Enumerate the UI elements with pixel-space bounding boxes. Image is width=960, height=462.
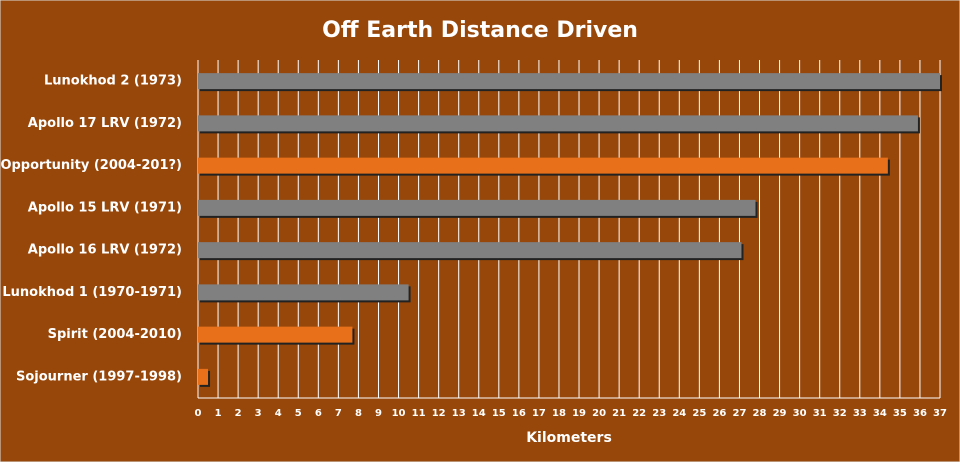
y-tick-label: Lunokhod 1 (1970-1971) <box>2 285 182 300</box>
y-tick-label: Apollo 16 LRV (1972) <box>28 243 182 258</box>
y-tick-label: Apollo 15 LRV (1971) <box>28 200 182 215</box>
bar <box>198 284 409 301</box>
x-tick-label: 8 <box>355 408 362 419</box>
x-tick-label: 19 <box>572 408 586 419</box>
x-tick-label: 2 <box>235 408 242 419</box>
x-tick-label: 9 <box>375 408 382 419</box>
y-tick-label: Sojourner (1997-1998) <box>16 369 182 384</box>
x-tick-label: 22 <box>632 408 646 419</box>
x-tick-label: 20 <box>592 408 606 419</box>
x-tick-label: 25 <box>692 408 706 419</box>
x-tick-label: 15 <box>492 408 506 419</box>
bar <box>198 368 209 385</box>
x-tick-label: 34 <box>873 408 887 419</box>
x-tick-label: 21 <box>612 408 626 419</box>
bar <box>198 73 940 90</box>
bar <box>198 242 742 259</box>
x-tick-label: 16 <box>512 408 526 419</box>
x-tick-label: 29 <box>773 408 787 419</box>
x-tick-label: 33 <box>853 408 867 419</box>
x-tick-label: 5 <box>295 408 302 419</box>
x-tick-label: 37 <box>933 408 947 419</box>
bar <box>198 115 918 132</box>
x-tick-label: 24 <box>672 408 686 419</box>
x-tick-label: 26 <box>712 408 726 419</box>
x-tick-label: 12 <box>432 408 446 419</box>
x-tick-label: 3 <box>255 408 262 419</box>
y-tick-label: Spirit (2004-2010) <box>48 327 182 342</box>
x-axis-title: Kilometers <box>526 430 612 446</box>
x-tick-label: 30 <box>793 408 807 419</box>
x-tick-label: 31 <box>813 408 827 419</box>
x-tick-label: 23 <box>652 408 666 419</box>
x-tick-label: 7 <box>335 408 342 419</box>
x-tick-label: 36 <box>913 408 927 419</box>
x-tick-label: 1 <box>215 408 222 419</box>
x-tick-label: 13 <box>452 408 466 419</box>
bar <box>198 199 756 216</box>
x-tick-label: 28 <box>753 408 767 419</box>
x-tick-label: 14 <box>472 408 486 419</box>
x-tick-label: 10 <box>392 408 406 419</box>
x-tick-label: 11 <box>412 408 426 419</box>
chart-title: Off Earth Distance Driven <box>322 18 638 43</box>
x-tick-label: 6 <box>315 408 322 419</box>
bar <box>198 157 888 174</box>
y-tick-label: Opportunity (2004-201?) <box>0 158 182 173</box>
x-tick-label: 27 <box>732 408 746 419</box>
x-tick-label: 35 <box>893 408 907 419</box>
x-tick-label: 17 <box>532 408 546 419</box>
x-tick-label: 4 <box>275 408 282 419</box>
x-tick-label: 32 <box>833 408 847 419</box>
x-tick-label: 0 <box>195 408 202 419</box>
y-tick-label: Apollo 17 LRV (1972) <box>28 116 182 131</box>
y-tick-label: Lunokhod 2 (1973) <box>44 74 182 89</box>
bar <box>198 326 353 343</box>
x-tick-label: 18 <box>552 408 566 419</box>
